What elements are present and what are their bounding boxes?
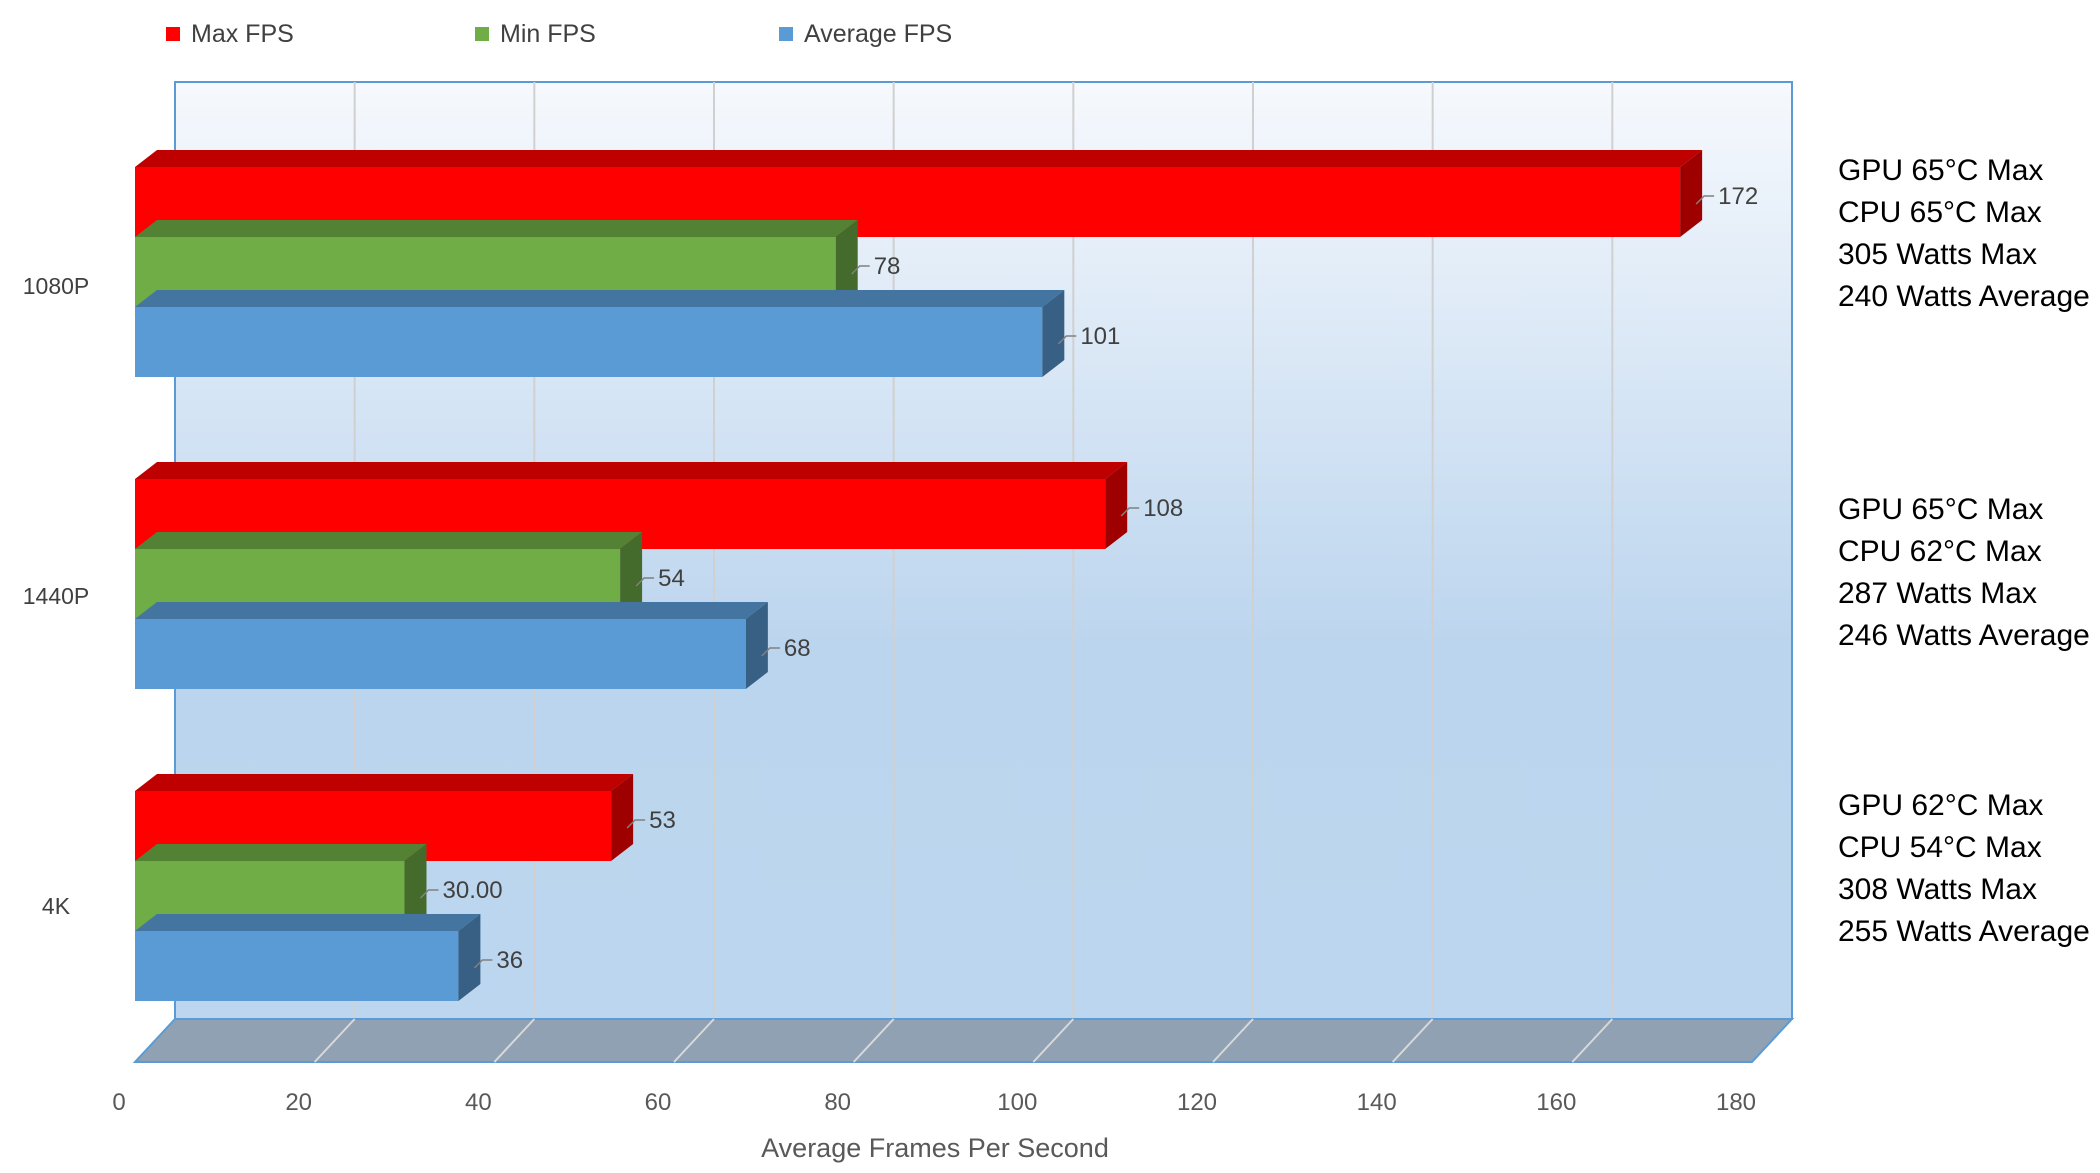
annotation-line: CPU 65°C Max: [1838, 196, 2042, 229]
bar-top: [135, 602, 768, 619]
leader-line: [1695, 195, 1715, 205]
bar-side: [1042, 290, 1065, 377]
bar-side: [835, 220, 858, 307]
bar-side: [1680, 150, 1703, 237]
bar-top: [135, 220, 858, 237]
bar-side: [1105, 462, 1128, 549]
legend-label: Average FPS: [804, 20, 952, 48]
x-tick-label: 0: [112, 1089, 125, 1116]
legend-swatch: [779, 27, 793, 41]
data-labels: 172 78 101 108 54 68 53 30.00 36: [419, 183, 1758, 974]
leader-line: [419, 889, 439, 899]
bar-side: [458, 914, 481, 1001]
x-tick-label: 80: [824, 1089, 851, 1116]
annotation-line: 287 Watts Max: [1838, 577, 2037, 610]
legend-swatch: [475, 27, 489, 41]
bar-side: [620, 532, 643, 619]
legend-label: Max FPS: [191, 20, 294, 48]
floor-gridline: [852, 1018, 895, 1063]
bar-top: [135, 914, 481, 931]
category-label: 1440P: [23, 583, 90, 609]
annotation-line: 246 Watts Average: [1838, 619, 2090, 652]
annotation-line: CPU 62°C Max: [1838, 535, 2042, 568]
floor-gridline: [1391, 1018, 1434, 1063]
floor-gridline: [313, 1018, 356, 1063]
bar-top: [135, 844, 427, 861]
bar: [135, 931, 459, 1001]
x-axis-title: Average Frames Per Second: [761, 1133, 1109, 1163]
data-label: 54: [658, 565, 685, 592]
category-label: 4K: [42, 893, 71, 919]
legend-label: Min FPS: [500, 20, 596, 48]
floor-gridline: [1212, 1018, 1254, 1063]
annotation-line: 305 Watts Max: [1838, 238, 2037, 271]
x-tick-label: 20: [285, 1089, 312, 1116]
annotation-line: GPU 62°C Max: [1838, 789, 2043, 822]
x-tick-label: 120: [1177, 1089, 1217, 1116]
leader-line: [635, 577, 655, 587]
floor-gridline: [1571, 1018, 1614, 1063]
bar-side: [745, 602, 768, 689]
floor-gridline: [1032, 1018, 1075, 1063]
leader-line: [761, 647, 780, 657]
annotations: GPU 65°C Max CPU 65°C Max 305 Watts Max 240…: [1838, 154, 2090, 948]
data-label: 53: [649, 807, 676, 834]
x-tick-label: 180: [1716, 1089, 1756, 1116]
annotation-line: GPU 65°C Max: [1838, 154, 2043, 187]
data-label: 68: [784, 635, 811, 662]
x-tick-label: 100: [997, 1089, 1037, 1116]
floor-gridline: [493, 1018, 536, 1063]
bar-top: [135, 290, 1065, 307]
x-tick-label: 160: [1536, 1089, 1576, 1116]
annotation-line: 308 Watts Max: [1838, 873, 2037, 906]
bar-side: [404, 844, 427, 931]
annotation-line: GPU 65°C Max: [1838, 493, 2043, 526]
bar-top: [135, 532, 643, 549]
data-label: 172: [1718, 183, 1758, 210]
leader-line: [473, 959, 493, 969]
data-label: 30.00: [443, 877, 503, 904]
bars: [135, 150, 1703, 1001]
annotation-line: 240 Watts Average: [1838, 280, 2090, 313]
data-label: 101: [1080, 323, 1120, 350]
floor: [132, 1018, 1795, 1063]
data-label: 108: [1143, 495, 1183, 522]
bar-side: [611, 774, 634, 861]
leader-line: [626, 819, 646, 829]
bar: [135, 619, 746, 689]
x-tick-label: 40: [465, 1089, 492, 1116]
data-label: 36: [496, 947, 523, 974]
data-label: 78: [874, 253, 901, 280]
x-tick-label: 140: [1357, 1089, 1397, 1116]
legend-swatch: [166, 27, 180, 41]
x-tick-label: 60: [645, 1089, 672, 1116]
floor-gridline: [673, 1018, 715, 1063]
plot-floor: [132, 1018, 1795, 1063]
annotation-line: 255 Watts Average: [1838, 915, 2090, 948]
leader-line: [851, 265, 870, 275]
axes: 0 20 40 60 80 100 120 140 160 180 Average Frames P…: [23, 273, 1756, 1163]
bar-top: [135, 774, 634, 791]
bar-top: [135, 462, 1128, 479]
bar: [135, 307, 1043, 377]
legend: Max FPS Min FPS Average FPS: [166, 20, 952, 48]
annotation-line: CPU 54°C Max: [1838, 831, 2042, 864]
leader-line: [1120, 507, 1140, 517]
category-label: 1080P: [23, 273, 90, 299]
bar-top: [135, 150, 1703, 167]
leader-line: [1057, 335, 1077, 345]
